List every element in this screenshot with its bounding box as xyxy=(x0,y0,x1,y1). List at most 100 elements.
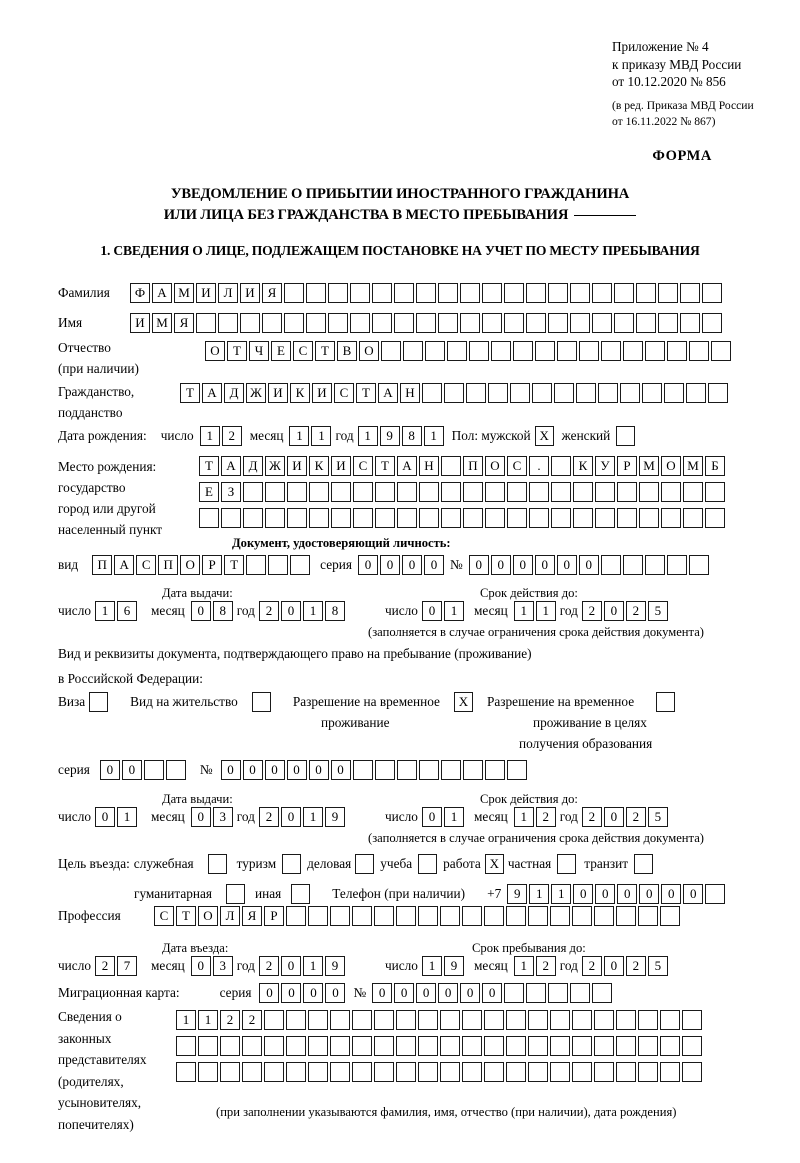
char-box[interactable]: Т xyxy=(356,383,376,403)
char-box[interactable] xyxy=(484,1062,504,1082)
char-box[interactable] xyxy=(550,1036,570,1056)
char-box[interactable] xyxy=(680,313,700,333)
char-box[interactable] xyxy=(440,1062,460,1082)
char-box[interactable]: 2 xyxy=(581,956,602,976)
char-box[interactable] xyxy=(352,1036,372,1056)
char-box[interactable] xyxy=(331,482,351,502)
char-box[interactable] xyxy=(242,1036,262,1056)
char-box[interactable]: 0 xyxy=(468,555,489,575)
char-box[interactable] xyxy=(661,482,681,502)
char-box[interactable] xyxy=(594,1010,614,1030)
char-box[interactable]: 1 xyxy=(198,1010,218,1030)
char-box[interactable] xyxy=(660,906,680,926)
char-box[interactable]: Е xyxy=(199,482,219,502)
char-box[interactable]: Т xyxy=(199,456,219,476)
char-box[interactable]: 8 xyxy=(324,601,345,621)
char-box[interactable] xyxy=(268,555,289,575)
char-box[interactable] xyxy=(246,555,267,575)
char-box[interactable] xyxy=(287,508,307,528)
char-box[interactable]: Ф xyxy=(130,283,150,303)
char-box[interactable]: 0 xyxy=(280,956,301,976)
char-box[interactable] xyxy=(240,313,260,333)
char-box[interactable] xyxy=(528,1036,548,1056)
char-box[interactable] xyxy=(504,983,525,1003)
char-box[interactable]: 1 xyxy=(302,956,323,976)
char-box[interactable] xyxy=(243,482,263,502)
char-box[interactable] xyxy=(616,906,636,926)
char-box[interactable] xyxy=(595,482,615,502)
char-box[interactable]: В xyxy=(337,341,357,361)
char-box[interactable] xyxy=(510,383,530,403)
char-box[interactable] xyxy=(176,1062,196,1082)
char-box[interactable]: 0 xyxy=(482,983,503,1003)
char-box[interactable] xyxy=(600,555,621,575)
char-box[interactable]: 0 xyxy=(512,555,533,575)
char-box[interactable] xyxy=(242,1062,262,1082)
purpose-work-checkbox[interactable]: X xyxy=(484,854,504,874)
char-box[interactable] xyxy=(572,1036,592,1056)
char-box[interactable] xyxy=(374,906,394,926)
char-box[interactable]: 2 xyxy=(581,601,602,621)
char-box[interactable] xyxy=(491,341,511,361)
char-box[interactable]: Б xyxy=(705,456,725,476)
char-box[interactable]: 0 xyxy=(330,760,351,780)
char-box[interactable] xyxy=(352,906,372,926)
char-box[interactable]: З xyxy=(221,482,241,502)
char-box[interactable] xyxy=(570,983,591,1003)
char-box[interactable] xyxy=(614,313,634,333)
char-box[interactable]: Т xyxy=(176,906,196,926)
char-box[interactable]: 0 xyxy=(190,601,211,621)
char-box[interactable] xyxy=(441,456,461,476)
char-box[interactable]: 9 xyxy=(507,884,528,904)
char-box[interactable] xyxy=(682,1010,702,1030)
stay-doc-temp-edu-checkbox[interactable] xyxy=(656,692,676,712)
char-box[interactable] xyxy=(638,1062,658,1082)
char-box[interactable] xyxy=(447,341,467,361)
char-box[interactable] xyxy=(506,1062,526,1082)
char-box[interactable] xyxy=(286,1036,306,1056)
char-box[interactable] xyxy=(482,313,502,333)
char-box[interactable]: О xyxy=(198,906,218,926)
char-box[interactable] xyxy=(702,313,722,333)
char-box[interactable]: 1 xyxy=(423,426,444,446)
char-box[interactable]: И xyxy=(287,456,307,476)
char-box[interactable]: 1 xyxy=(95,601,115,621)
purpose-transit-checkbox[interactable] xyxy=(634,854,654,874)
char-box[interactable] xyxy=(642,383,662,403)
char-box[interactable] xyxy=(506,1036,526,1056)
char-box[interactable] xyxy=(419,482,439,502)
char-box[interactable]: 6 xyxy=(117,601,137,621)
char-box[interactable]: И xyxy=(196,283,216,303)
char-box[interactable] xyxy=(550,1010,570,1030)
char-box[interactable] xyxy=(535,341,555,361)
stay-doc-residence-checkbox[interactable] xyxy=(251,692,271,712)
char-box[interactable] xyxy=(601,341,621,361)
char-box[interactable] xyxy=(462,906,482,926)
char-box[interactable] xyxy=(485,482,505,502)
char-box[interactable] xyxy=(286,1062,306,1082)
char-box[interactable] xyxy=(306,283,326,303)
char-box[interactable]: 5 xyxy=(647,807,668,827)
char-box[interactable] xyxy=(507,508,527,528)
purpose-business-checkbox[interactable] xyxy=(355,854,375,874)
char-box[interactable]: 5 xyxy=(647,601,668,621)
char-box[interactable] xyxy=(689,341,709,361)
char-box[interactable] xyxy=(331,508,351,528)
char-box[interactable]: 2 xyxy=(625,956,646,976)
char-box[interactable] xyxy=(572,1010,592,1030)
char-box[interactable]: О xyxy=(485,456,505,476)
char-box[interactable]: С xyxy=(136,555,157,575)
char-box[interactable] xyxy=(664,383,684,403)
char-box[interactable] xyxy=(425,341,445,361)
char-box[interactable]: О xyxy=(205,341,225,361)
